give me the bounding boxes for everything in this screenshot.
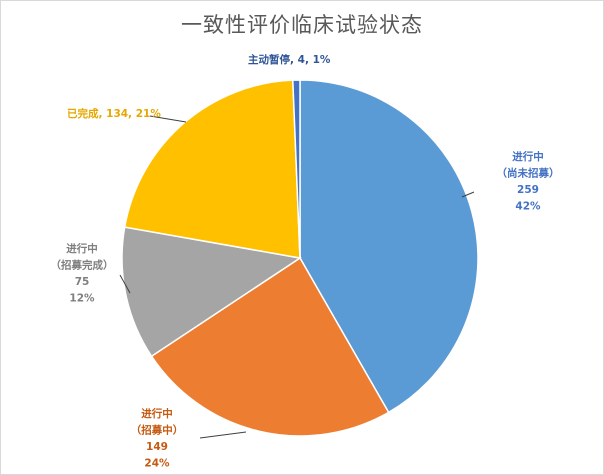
data-label: （尚未招募）: [497, 167, 560, 180]
leader-line: [149, 115, 187, 123]
data-label: 进行中: [66, 242, 98, 255]
data-label: （招募中）: [131, 424, 184, 437]
data-label: 42%: [515, 201, 541, 213]
pie-slice: [299, 79, 479, 414]
data-label: 149: [146, 441, 168, 453]
pie-slice: [150, 256, 390, 437]
data-label: 12%: [69, 293, 95, 305]
leader-line: [199, 431, 247, 439]
leader-line: [119, 274, 131, 294]
data-label: 已完成, 134, 21%: [67, 107, 161, 120]
data-label: 259: [517, 184, 539, 196]
chart-title: 一致性评价临床试验状态: [181, 13, 423, 37]
leader-line: [461, 191, 475, 198]
data-label: 进行中: [141, 407, 173, 420]
data-label: 主动暂停, 4, 1%: [248, 53, 331, 66]
data-label: （招募完成）: [51, 259, 114, 272]
pie-slice: [292, 79, 301, 259]
data-label: 75: [75, 276, 90, 288]
data-label: 进行中: [512, 150, 544, 163]
data-label: 24%: [144, 458, 170, 470]
pie-slice: [121, 226, 302, 358]
pie-slice: [123, 79, 301, 259]
